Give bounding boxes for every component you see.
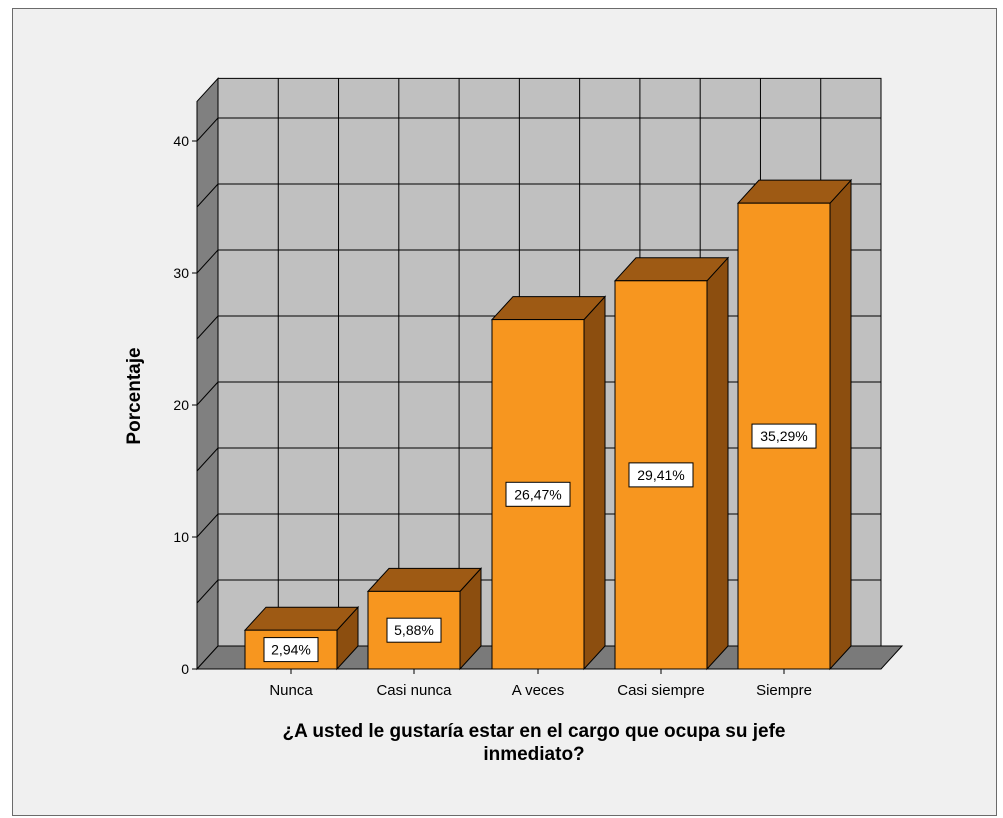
side-wall — [196, 77, 219, 671]
grid-line-side — [196, 447, 219, 472]
grid-line-side — [196, 381, 219, 406]
x-tick-label: Nunca — [269, 682, 313, 699]
grid-line-side — [196, 117, 219, 142]
y-tick-label: 10 — [173, 529, 189, 545]
bar-2: 5,88% — [366, 567, 483, 671]
bar-4: 29,41% — [613, 256, 730, 671]
data-label-box — [628, 462, 694, 488]
data-label: 29,41% — [637, 467, 684, 483]
y-tick-label: 0 — [181, 661, 189, 677]
bar-side — [829, 178, 852, 671]
bar-chart: 0 10 20 30 40 2,94% 5,88% 26,47% 29,41% 35,29% N… — [124, 77, 904, 765]
grid-line-side — [196, 579, 219, 604]
x-axis: Nunca Casi nunca A veces Casi siempre Siempr… — [269, 669, 812, 699]
y-axis-title: Porcentaje — [124, 347, 145, 444]
bar-1: 2,94% — [243, 605, 360, 671]
bar-5: 35,29% — [736, 178, 853, 671]
grid-line-side — [196, 183, 219, 208]
x-tick-label: A veces — [512, 682, 565, 699]
data-label: 26,47% — [514, 486, 561, 502]
data-label-box — [505, 481, 571, 507]
y-tick-label: 40 — [173, 133, 189, 149]
y-axis: 0 10 20 30 40 — [173, 101, 198, 677]
y-tick-label: 20 — [173, 397, 189, 413]
grid-line-side — [196, 315, 219, 340]
bars: 2,94% 5,88% 26,47% 29,41% 35,29% — [243, 178, 853, 671]
bar-side — [706, 256, 729, 671]
y-tick-label: 30 — [173, 265, 189, 281]
x-tick-label: Casi siempre — [617, 682, 705, 699]
x-tick-label: Siempre — [756, 682, 812, 699]
data-label: 2,94% — [271, 642, 311, 658]
data-label-box — [263, 637, 319, 663]
x-axis-title-line-2: inmediato? — [483, 744, 584, 765]
data-label-box — [751, 423, 817, 449]
bar-side — [583, 295, 606, 671]
data-label: 5,88% — [394, 622, 434, 638]
grid-line-side — [196, 513, 219, 538]
x-tick-label: Casi nunca — [376, 682, 452, 699]
bar-3: 26,47% — [490, 295, 607, 671]
data-label: 35,29% — [760, 428, 807, 444]
x-axis-title-line-1: ¿A usted le gustaría estar en el cargo q… — [283, 721, 786, 742]
grid-line-side — [196, 249, 219, 274]
chart-frame: 0 10 20 30 40 2,94% 5,88% 26,47% 29,41% 35,29% N… — [12, 8, 997, 816]
data-label-box — [386, 617, 442, 643]
